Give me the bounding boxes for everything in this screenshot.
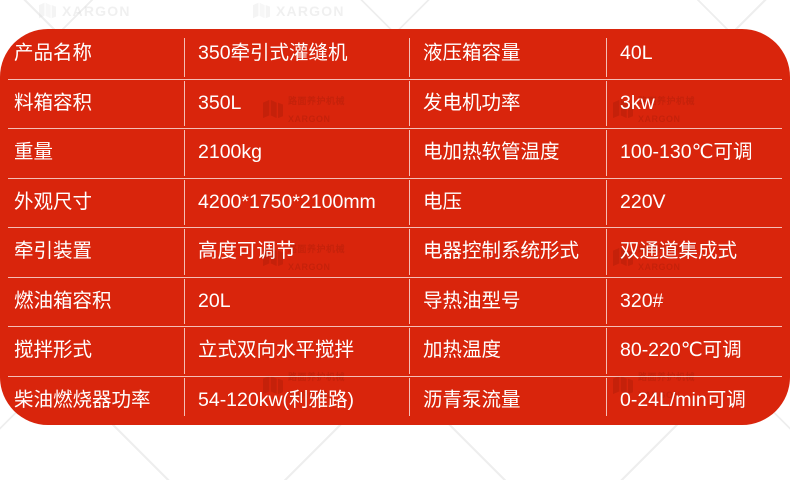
spec-value: 320# bbox=[606, 277, 790, 327]
spec-value: 2100kg bbox=[184, 128, 409, 178]
spec-label: 外观尺寸 bbox=[14, 190, 93, 213]
spec-label: 柴油燃烧器功率 bbox=[14, 388, 151, 411]
brand-watermark-text: XARGON bbox=[276, 2, 345, 19]
spec-label: 电压 bbox=[409, 178, 606, 228]
spec-value: 350L bbox=[184, 79, 409, 129]
spec-value: 0-24L/min可调 bbox=[606, 376, 790, 426]
xargon-cube-logo-icon bbox=[253, 2, 270, 19]
spec-label: 料箱容积 bbox=[14, 91, 93, 114]
xargon-cube-logo-icon bbox=[39, 2, 56, 19]
spec-label: 产品名称 bbox=[14, 42, 93, 65]
table-row: 燃油箱容积 20L 导热油型号 320# bbox=[0, 276, 790, 327]
spec-value: 高度可调节 bbox=[184, 227, 409, 277]
product-specification-panel: 路面养护机械 XARGON 路面养护机械 XARGON 路面养护机械 bbox=[0, 29, 790, 425]
brand-watermark-left: XARGON bbox=[38, 2, 131, 19]
spec-label: 沥青泵流量 bbox=[409, 376, 606, 426]
spec-value: 20L bbox=[184, 277, 409, 327]
spec-label: 牵引装置 bbox=[14, 240, 93, 263]
spec-value: 立式双向水平搅拌 bbox=[184, 326, 409, 376]
brand-watermark-text: XARGON bbox=[62, 2, 131, 19]
table-row: 外观尺寸 4200*1750*2100mm 电压 220V bbox=[0, 177, 790, 228]
brand-watermark-strip: XARGON XARGON bbox=[0, 0, 790, 28]
brand-watermark-right: XARGON bbox=[252, 2, 345, 19]
table-row: 料箱容积 350L 发电机功率 3kw bbox=[0, 78, 790, 129]
spec-table: 产品名称 350牵引式灌缝机 液压箱容量 40L 料箱容积 350L 发电机功率… bbox=[0, 29, 790, 425]
spec-label: 搅拌形式 bbox=[14, 339, 93, 362]
spec-label: 重量 bbox=[14, 141, 54, 164]
table-row: 柴油燃烧器功率 54-120kw(利雅路) 沥青泵流量 0-24L/min可调 bbox=[0, 375, 790, 426]
spec-label: 导热油型号 bbox=[409, 277, 606, 327]
spec-label: 发电机功率 bbox=[409, 79, 606, 129]
spec-label: 电加热软管温度 bbox=[409, 128, 606, 178]
spec-value: 3kw bbox=[606, 79, 790, 129]
table-row: 搅拌形式 立式双向水平搅拌 加热温度 80-220℃可调 bbox=[0, 326, 790, 376]
table-row: 重量 2100kg 电加热软管温度 100-130℃可调 bbox=[0, 128, 790, 178]
spec-value: 100-130℃可调 bbox=[606, 128, 790, 178]
table-row: 牵引装置 高度可调节 电器控制系统形式 双通道集成式 bbox=[0, 227, 790, 277]
spec-value: 54-120kw(利雅路) bbox=[184, 376, 409, 426]
spec-value: 40L bbox=[606, 29, 790, 79]
spec-label: 液压箱容量 bbox=[409, 29, 606, 79]
spec-value: 双通道集成式 bbox=[606, 227, 790, 277]
spec-label: 燃油箱容积 bbox=[14, 289, 112, 312]
spec-value: 350牵引式灌缝机 bbox=[184, 29, 409, 79]
spec-label: 电器控制系统形式 bbox=[409, 227, 606, 277]
spec-value: 80-220℃可调 bbox=[606, 326, 790, 376]
spec-value: 220V bbox=[606, 178, 790, 228]
table-row: 产品名称 350牵引式灌缝机 液压箱容量 40L bbox=[0, 29, 790, 79]
spec-value: 4200*1750*2100mm bbox=[184, 178, 409, 228]
spec-label: 加热温度 bbox=[409, 326, 606, 376]
